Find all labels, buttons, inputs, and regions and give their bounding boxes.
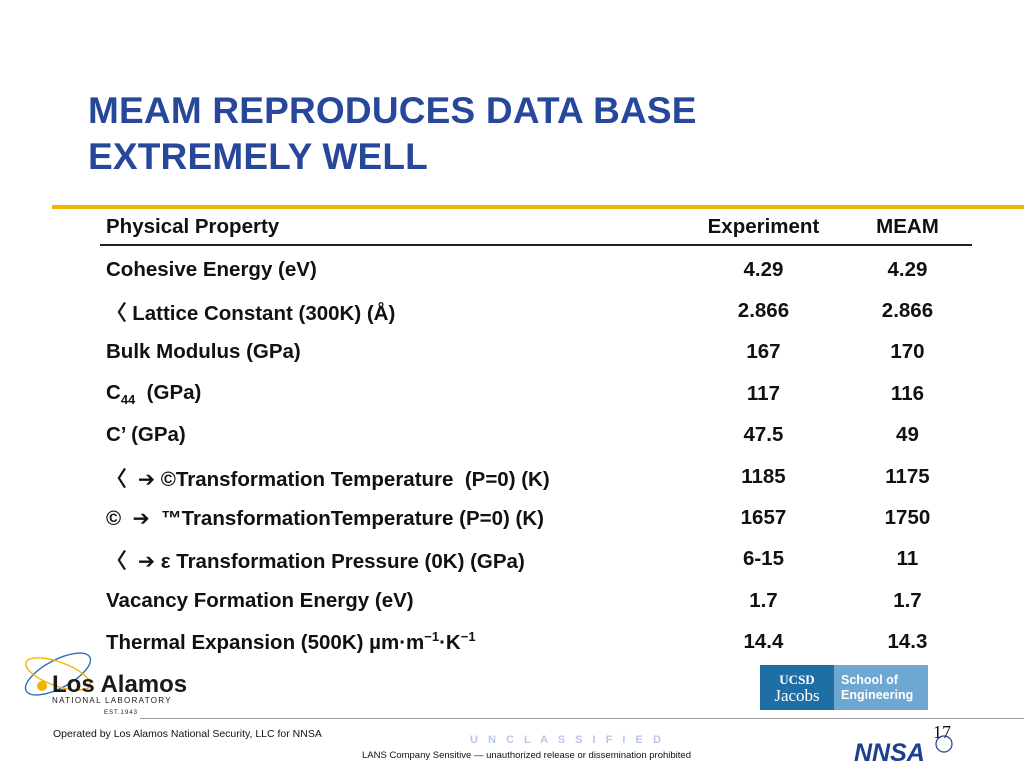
table-row: 〈 Lattice Constant (300K) (Å) 2.866 2.86… bbox=[100, 290, 972, 331]
experiment-cell: 14.4 bbox=[743, 630, 784, 654]
table-row: C’ (GPa) 47.5 49 bbox=[100, 415, 972, 456]
ucsd-school-line-2: Engineering bbox=[841, 687, 914, 702]
ucsd-school-line-1: School of bbox=[841, 672, 898, 687]
experiment-cell: 1.7 bbox=[749, 588, 778, 612]
slide-title-line-1: MEAM REPRODUCES DATA BASE bbox=[88, 90, 697, 131]
nnsa-seal-icon bbox=[935, 735, 953, 753]
table-row: 〈 ➔ ©Transformation Temperature (P=0) (K… bbox=[100, 456, 972, 497]
table-row: Bulk Modulus (GPa) 167 170 bbox=[100, 332, 972, 373]
property-rest: (GPa) bbox=[135, 380, 202, 404]
sensitivity-notice: LANS Company Sensitive — unauthorized re… bbox=[362, 750, 691, 761]
property-cell: C’ (GPa) bbox=[106, 423, 186, 447]
meam-cell: 1175 bbox=[885, 464, 930, 488]
los-alamos-logo: Los Alamos NATIONAL LABORATORY EST.1943 bbox=[24, 652, 186, 716]
footer-divider bbox=[140, 718, 1024, 719]
header-meam: MEAM bbox=[876, 215, 939, 238]
property-superscript-2: −1 bbox=[460, 629, 476, 645]
header-physical-property: Physical Property bbox=[106, 215, 280, 238]
property-cell: C44 (GPa) bbox=[100, 381, 684, 407]
lanl-est: EST.1943 bbox=[104, 710, 138, 716]
meam-cell: 2.866 bbox=[881, 299, 934, 323]
slide-title: MEAM REPRODUCES DATA BASE EXTREMELY WELL bbox=[88, 88, 948, 180]
property-cell: Cohesive Energy (eV) bbox=[106, 257, 317, 281]
ucsd-top-text: UCSD bbox=[779, 671, 815, 687]
experiment-cell: 47.5 bbox=[743, 423, 784, 447]
property-cell: Vacancy Formation Energy (eV) bbox=[106, 588, 414, 612]
nnsa-wordmark: NNSA bbox=[854, 739, 925, 764]
ucsd-bottom-text: Jacobs bbox=[774, 685, 820, 705]
meam-cell: 14.3 bbox=[887, 630, 928, 654]
table-row: 〈 ➔ ε Transformation Pressure (0K) (GPa)… bbox=[100, 539, 972, 580]
property-superscript-1: −1 bbox=[424, 629, 440, 645]
table-row: Vacancy Formation Energy (eV) 1.7 1.7 bbox=[100, 580, 972, 621]
property-mid: ·K bbox=[439, 631, 461, 655]
experiment-cell: 4.29 bbox=[743, 257, 784, 281]
table-row: Cohesive Energy (eV) 4.29 4.29 bbox=[100, 249, 972, 290]
lanl-name: Los Alamos bbox=[52, 671, 186, 698]
ucsd-jacobs-logo: UCSD Jacobs School of Engineering bbox=[760, 665, 928, 710]
table-row: Thermal Expansion (500K) µm·m−1·K−1 14.4… bbox=[100, 622, 972, 663]
table-row: C44 (GPa) 117 116 bbox=[100, 373, 972, 414]
property-main: Thermal Expansion (500K) µm·m bbox=[106, 631, 425, 655]
meam-cell: 11 bbox=[896, 547, 919, 571]
ucsd-school-label: School of Engineering bbox=[834, 665, 928, 710]
header-experiment: Experiment bbox=[707, 215, 820, 238]
property-cell: 〈 ➔ ε Transformation Pressure (0K) (GPa) bbox=[106, 550, 525, 574]
nnsa-logo: NNSA bbox=[854, 735, 953, 764]
lanl-subtitle: NATIONAL LABORATORY bbox=[52, 696, 172, 705]
experiment-cell: 2.866 bbox=[737, 299, 790, 323]
orbit-ring-1 bbox=[24, 652, 92, 696]
meam-cell: 116 bbox=[890, 381, 924, 405]
meam-cell: 1.7 bbox=[893, 588, 922, 612]
orbit-dot bbox=[37, 681, 47, 691]
slide-title-line-2: EXTREMELY WELL bbox=[88, 136, 428, 177]
experiment-cell: 167 bbox=[746, 340, 781, 364]
experiment-cell: 1657 bbox=[740, 506, 787, 530]
table-row: © ➔ ™TransformationTemperature (P=0) (K)… bbox=[100, 497, 972, 538]
meam-cell: 4.29 bbox=[887, 257, 928, 281]
property-cell: Thermal Expansion (500K) µm·m−1·K−1 bbox=[100, 629, 684, 655]
meam-cell: 49 bbox=[896, 423, 919, 447]
property-subscript: 44 bbox=[120, 391, 136, 407]
property-table: Physical Property Experiment MEAM Cohesi… bbox=[100, 210, 972, 663]
property-cell: 〈 ➔ ©Transformation Temperature (P=0) (K… bbox=[106, 467, 550, 491]
ucsd-wordmark: UCSD Jacobs bbox=[760, 665, 834, 710]
gold-divider bbox=[52, 205, 1024, 209]
property-main: C bbox=[106, 380, 121, 404]
table-header-row: Physical Property Experiment MEAM bbox=[100, 210, 972, 246]
classification-label: U N C L A S S I F I E D bbox=[470, 734, 665, 746]
experiment-cell: 1185 bbox=[741, 464, 786, 488]
orbit-ring-2 bbox=[25, 657, 91, 691]
property-cell: 〈 Lattice Constant (300K) (Å) bbox=[106, 302, 396, 326]
property-cell: Bulk Modulus (GPa) bbox=[106, 340, 301, 364]
meam-cell: 170 bbox=[890, 340, 925, 364]
meam-cell: 1750 bbox=[884, 506, 931, 530]
property-cell: © ➔ ™TransformationTemperature (P=0) (K) bbox=[106, 506, 544, 530]
experiment-cell: 6-15 bbox=[742, 547, 784, 571]
experiment-cell: 117 bbox=[746, 381, 780, 405]
operated-by-text: Operated by Los Alamos National Security… bbox=[53, 728, 322, 740]
